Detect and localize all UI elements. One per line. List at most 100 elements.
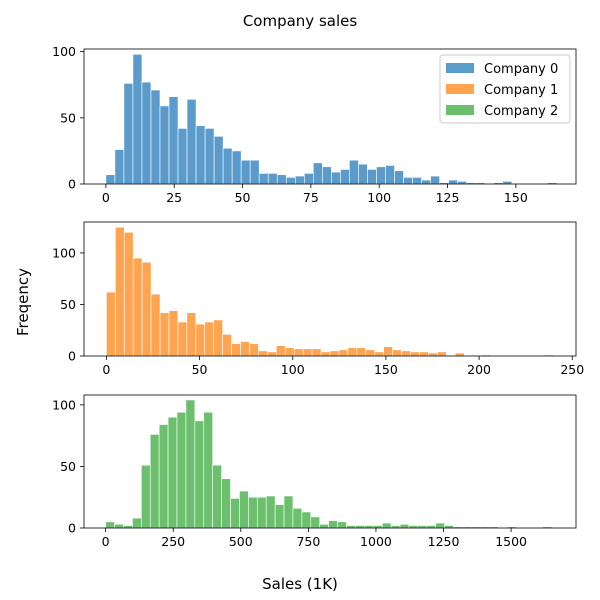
x-tick-label: 1000 (360, 534, 392, 549)
histogram-bar (203, 411, 213, 529)
histogram-bar (293, 348, 304, 357)
histogram-bar (248, 496, 258, 529)
legend-label: Company 1 (484, 83, 558, 98)
histogram-bar (249, 343, 259, 357)
histogram-bar (322, 166, 332, 185)
x-tick-label: 0 (102, 362, 110, 377)
histogram-bar (177, 128, 188, 185)
histogram-bar (195, 125, 206, 185)
histogram-bar (365, 349, 376, 357)
histogram-bar (367, 169, 377, 185)
histogram-bar (385, 165, 395, 185)
histogram-bar (258, 350, 268, 357)
y-tick-label: 0 (68, 349, 76, 364)
histogram-bar (267, 351, 277, 357)
histogram-bar (132, 257, 143, 357)
histogram-bar (392, 349, 402, 357)
histogram-bar (340, 169, 350, 185)
histogram-bar (176, 411, 187, 529)
histogram-bar (105, 174, 116, 185)
histogram-bar (274, 504, 285, 529)
histogram-bar (204, 128, 215, 185)
x-tick-label: 150 (374, 362, 398, 377)
axes-frame (83, 221, 577, 357)
axes-frame (83, 394, 577, 529)
histogram-bar (401, 350, 411, 357)
subplot-2: 0 250 500 750 1000 1250 1500 0 50 100 (52, 394, 577, 549)
x-tick-label: 25 (166, 190, 182, 205)
histogram-bar (338, 349, 349, 357)
histogram-bar (430, 175, 440, 185)
histogram-bar (265, 495, 276, 529)
histogram-bar (231, 343, 241, 357)
histogram-bar (240, 341, 250, 357)
y-tick-label: 0 (68, 521, 76, 536)
histogram-bar (221, 478, 231, 529)
histogram-bar (177, 321, 188, 357)
x-tick-label: 150 (504, 190, 528, 205)
y-tick-label: 100 (52, 245, 76, 260)
x-tick-label: 200 (467, 362, 491, 377)
histogram-bar (399, 524, 410, 529)
histogram-bar (283, 495, 294, 529)
histogram-bar (347, 347, 358, 357)
histogram-bar (168, 310, 179, 357)
histogram-bar (150, 293, 161, 357)
histogram-bar (419, 351, 429, 357)
histogram-bar (213, 319, 223, 357)
axes-frame (83, 48, 577, 185)
x-tick-label: 50 (192, 362, 208, 377)
histogram-bar (213, 136, 224, 185)
histogram-bar (337, 521, 347, 529)
histogram-bar (304, 173, 314, 185)
histogram-bar (159, 105, 170, 185)
histogram-bar (123, 83, 134, 185)
histogram-bar (428, 352, 438, 357)
histogram-bar (267, 173, 278, 185)
x-tick-label: 125 (436, 190, 460, 205)
histogram-bar (115, 226, 125, 357)
histogram-bar (328, 520, 338, 529)
histogram-bar (454, 352, 465, 357)
histogram-bar (292, 507, 303, 529)
legend-swatch (446, 105, 474, 115)
histogram-bar (448, 179, 458, 185)
histogram-bar (374, 351, 384, 357)
histogram-bar (258, 173, 269, 185)
histogram-bar (114, 524, 124, 529)
histogram-bar (403, 177, 413, 185)
histogram-bar (149, 434, 160, 529)
y-tick-label: 50 (60, 297, 76, 312)
x-tick-label: 100 (367, 190, 391, 205)
histogram-bar (311, 348, 322, 357)
histogram-bar (320, 351, 331, 357)
histogram-bar (249, 159, 260, 185)
histogram-bar (329, 350, 340, 357)
histogram-bar (168, 96, 179, 185)
x-tick-label: 1250 (428, 534, 460, 549)
histogram-bar (186, 312, 197, 357)
legend-label: Company 2 (484, 104, 558, 119)
x-tick-label: 250 (161, 534, 185, 549)
histogram-bar (349, 159, 359, 185)
histogram-bar (358, 163, 368, 185)
y-tick-label: 100 (52, 44, 76, 59)
histogram-bar (437, 351, 447, 357)
x-tick-label: 100 (281, 362, 305, 377)
histogram-bar (212, 464, 222, 529)
histogram-bar (167, 416, 178, 529)
subplot-1: 0 50 100 150 200 250 0 50 100 (52, 221, 584, 377)
histogram-bar (185, 399, 196, 529)
histogram-bar (186, 98, 197, 185)
histogram-bar (194, 420, 205, 529)
histogram-bar (231, 150, 242, 185)
x-tick-label: 0 (102, 190, 110, 205)
histogram-bar (410, 351, 420, 357)
y-tick-label: 100 (52, 397, 76, 412)
histogram-bar (319, 524, 329, 529)
histogram-bar (141, 81, 152, 185)
histogram-bar (159, 312, 170, 357)
histogram-bar (276, 345, 286, 357)
histogram-bar (301, 511, 312, 529)
